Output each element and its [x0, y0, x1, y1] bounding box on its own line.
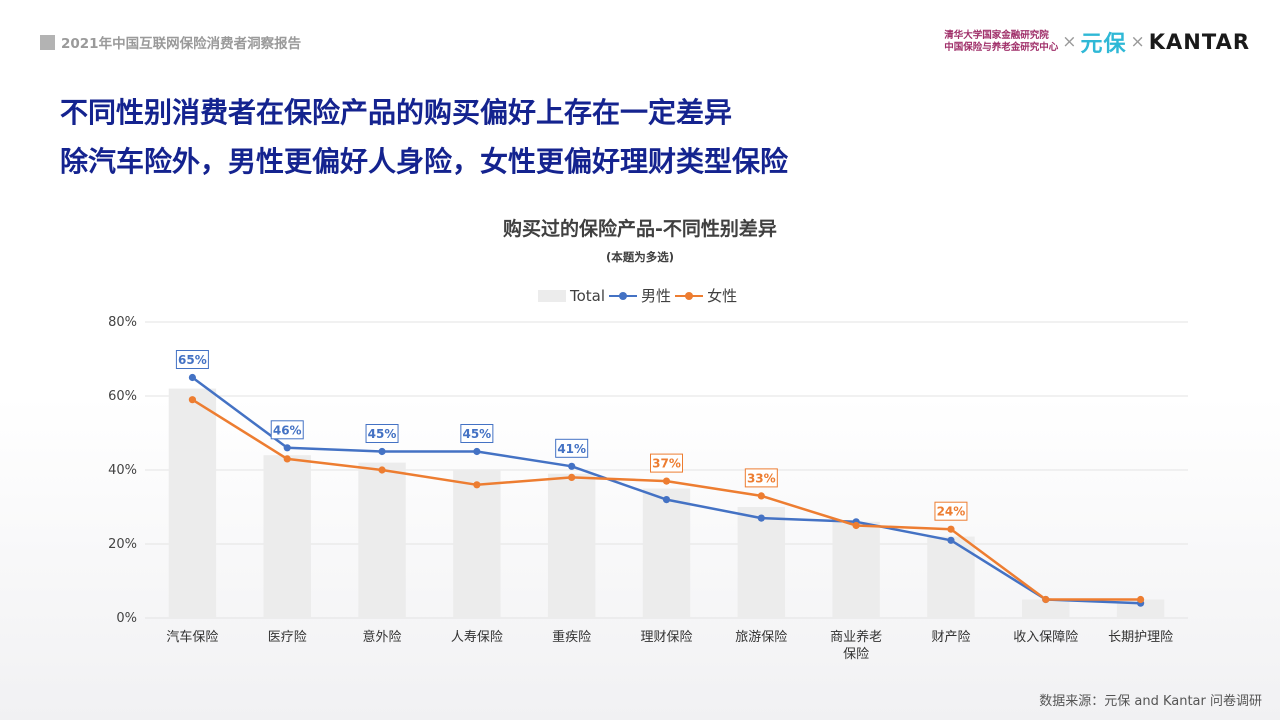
x-tick-label: 收入保障险 [1013, 630, 1078, 645]
total-bar [927, 536, 975, 618]
total-bar [1022, 599, 1070, 618]
yuanbao-logo: 元保 [1080, 32, 1127, 57]
total-bar [168, 388, 217, 618]
total-bar [358, 462, 406, 618]
x-tick-label: 意外险 [363, 629, 402, 645]
data-label: 24% [937, 505, 966, 519]
y-tick-label: 80% [108, 315, 137, 330]
total-bar [737, 507, 786, 618]
female-data-point [568, 473, 576, 481]
x-tick-label: 长期护理险 [1108, 630, 1173, 645]
female-data-point [378, 466, 386, 474]
institution-line-2: 中国保险与养老金研究中心 [944, 42, 1059, 53]
legend-item-total: Total [538, 287, 605, 305]
legend-item-female: 女性 [675, 285, 737, 306]
female-data-point [947, 525, 955, 533]
x-tick-label: 重疾险 [552, 629, 591, 645]
legend-item-male: 男性 [609, 285, 671, 306]
x-tick-label: 财产险 [931, 630, 970, 645]
male-data-point [947, 536, 955, 544]
legend-bar-icon [538, 289, 566, 302]
x-tick-label: 汽车保险 [166, 629, 218, 645]
male-data-point [283, 444, 291, 452]
male-data-point [568, 462, 576, 470]
data-label-box [650, 453, 683, 473]
x-tick-label: 旅游保险 [735, 630, 787, 645]
female-data-point [1042, 595, 1050, 604]
female-data-point [1136, 595, 1145, 604]
male-data-point [188, 373, 197, 382]
chart-legend: Total 男性 女性 [538, 285, 737, 306]
data-label-box [365, 424, 399, 443]
data-label: 33% [747, 471, 776, 485]
chart-subtitle: (本题为多选) [605, 250, 674, 264]
data-label-box [460, 424, 494, 443]
female-data-point [473, 481, 481, 489]
headline-line-1: 不同性别消费者在保险产品的购买偏好上存在一定差异 [60, 96, 733, 129]
legend-label-total: Total [570, 286, 606, 305]
x-tick-label: 保险 [843, 647, 869, 662]
total-bar [453, 470, 501, 618]
x-tick-label: 医疗险 [268, 630, 307, 645]
female-data-point [852, 521, 860, 530]
x-tick-label: 人寿保险 [451, 630, 503, 645]
data-label: 46% [273, 423, 302, 437]
data-label: 65% [178, 353, 207, 367]
header-square-icon [40, 34, 55, 50]
male-data-point [662, 496, 671, 504]
male-data-point [378, 447, 386, 456]
legend-line-icon [609, 290, 638, 302]
institution-line-1: 清华大学国家金融研究院 [944, 30, 1049, 41]
total-bar [547, 473, 596, 618]
data-label-box [555, 438, 589, 458]
chart-title: 购买过的保险产品-不同性别差异 [503, 218, 777, 240]
y-tick-label: 20% [108, 537, 137, 552]
legend-label-female: 女性 [707, 287, 738, 305]
data-label: 41% [557, 442, 586, 456]
data-label-box [175, 350, 209, 369]
data-label: 45% [462, 427, 491, 441]
male-data-point [757, 514, 765, 522]
data-label-box [744, 468, 778, 488]
kantar-logo: KANTAR [1148, 30, 1250, 54]
partner-logos: 清华大学国家金融研究院 中国保险与养老金研究中心 × 元保 × KANTAR [944, 26, 1250, 58]
male-data-point [473, 447, 481, 456]
y-tick-label: 40% [108, 463, 137, 478]
headline: 不同性别消费者在保险产品的购买偏好上存在一定差异 除汽车险外，男性更偏好人身险，… [60, 88, 788, 186]
data-label-box [270, 420, 304, 440]
total-bar [1116, 599, 1165, 618]
total-bar [832, 521, 880, 618]
y-tick-label: 60% [108, 389, 137, 404]
data-label-box [934, 501, 968, 521]
report-header: 2021年中国互联网保险消费者洞察报告 [40, 32, 301, 52]
headline-line-2: 除汽车险外，男性更偏好人身险，女性更偏好理财类型保险 [60, 145, 789, 178]
total-bar [642, 488, 691, 618]
legend-line-icon [675, 290, 704, 302]
female-data-point [283, 455, 291, 463]
x-tick-label: 商业养老 [830, 629, 882, 645]
legend-label-male: 男性 [641, 287, 672, 305]
female-data-point [662, 477, 671, 485]
female-data-point [757, 492, 765, 500]
report-title: 2021年中国互联网保险消费者洞察报告 [61, 36, 302, 52]
cross-icon: × [1062, 32, 1077, 52]
data-label: 37% [652, 457, 681, 471]
institution-logo: 清华大学国家金融研究院 中国保险与养老金研究中心 [944, 30, 1058, 54]
cross-icon: × [1130, 32, 1145, 52]
total-bar [263, 455, 311, 618]
data-label: 45% [368, 427, 397, 441]
x-tick-label: 理财保险 [640, 630, 692, 645]
data-source-note: 数据来源：元保 and Kantar 问卷调研 [1039, 694, 1262, 709]
y-tick-label: 0% [116, 611, 137, 626]
female-data-point [188, 396, 197, 404]
